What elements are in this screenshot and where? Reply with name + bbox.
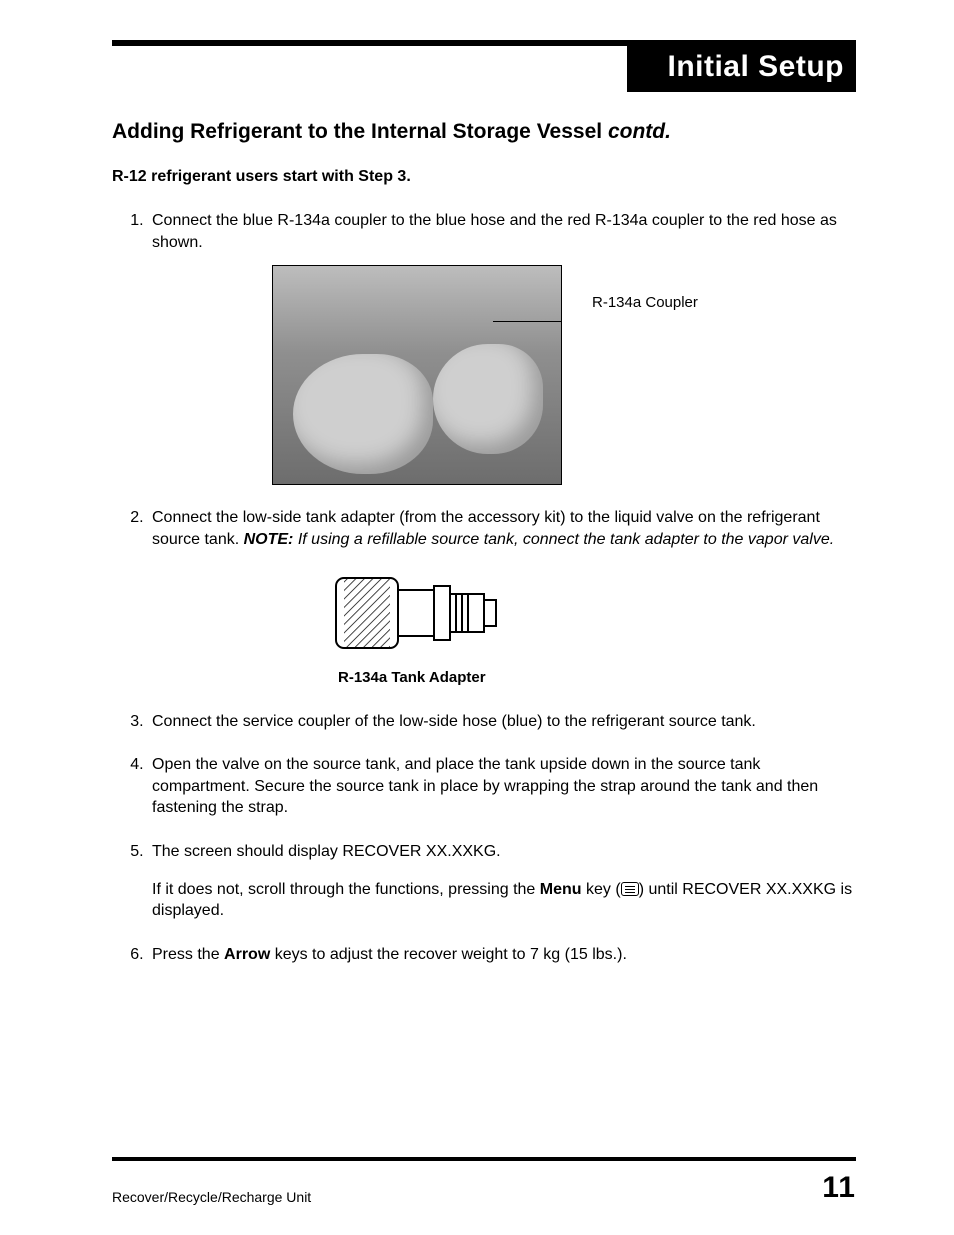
header-bar: Initial Setup [112, 46, 856, 92]
header-title: Initial Setup [627, 46, 856, 92]
step-5-mid: key ( [582, 881, 621, 898]
step-5: The screen should display RECOVER XX.XXK… [148, 841, 856, 922]
step-2-note-text: If using a refillable source tank, conne… [293, 531, 834, 548]
step-6: Press the Arrow keys to adjust the recov… [148, 944, 856, 966]
step-4: Open the valve on the source tank, and p… [148, 754, 856, 819]
step-5-sub: If it does not, scroll through the funct… [152, 879, 856, 922]
step-3: Connect the service coupler of the low-s… [148, 711, 856, 733]
footer-rule [112, 1157, 856, 1161]
hand-left-shape [293, 354, 433, 474]
step-4-text: Open the valve on the source tank, and p… [152, 756, 818, 816]
steps-list: Connect the blue R-134a coupler to the b… [112, 210, 856, 965]
menu-icon [621, 882, 639, 896]
tank-adapter-icon [332, 568, 502, 658]
step-1-text: Connect the blue R-134a coupler to the b… [152, 212, 837, 251]
callout-line [493, 321, 562, 322]
step-5-pre: If it does not, scroll through the funct… [152, 881, 540, 898]
menu-key-label: Menu [540, 881, 582, 898]
step-2: Connect the low-side tank adapter (from … [148, 507, 856, 688]
step-5-text-a: The screen should display RECOVER XX.XXK… [152, 843, 501, 860]
figure-1: R-134a Coupler [272, 265, 732, 485]
section-title-main: Adding Refrigerant to the Internal Stora… [112, 120, 608, 143]
footer-text: Recover/Recycle/Recharge Unit [112, 1189, 311, 1205]
step-3-text: Connect the service coupler of the low-s… [152, 713, 756, 730]
arrow-key-label: Arrow [224, 946, 270, 963]
hand-right-shape [433, 344, 543, 454]
footer: Recover/Recycle/Recharge Unit 11 [112, 1157, 856, 1205]
photo-coupler [272, 265, 562, 485]
sub-note: R-12 refrigerant users start with Step 3… [112, 168, 856, 186]
figure-1-label: R-134a Coupler [592, 293, 698, 313]
step-6-post: keys to adjust the recover weight to 7 k… [270, 946, 627, 963]
page: Initial Setup Adding Refrigerant to the … [0, 0, 954, 1235]
step-2-note-label: NOTE: [244, 531, 294, 548]
figure-2-caption: R-134a Tank Adapter [338, 668, 856, 688]
section-title: Adding Refrigerant to the Internal Stora… [112, 120, 856, 144]
step-1: Connect the blue R-134a coupler to the b… [148, 210, 856, 485]
step-6-pre: Press the [152, 946, 224, 963]
figure-2 [332, 568, 856, 658]
footer-row: Recover/Recycle/Recharge Unit 11 [112, 1171, 856, 1205]
section-title-contd: contd. [608, 120, 671, 143]
page-number: 11 [822, 1171, 856, 1205]
